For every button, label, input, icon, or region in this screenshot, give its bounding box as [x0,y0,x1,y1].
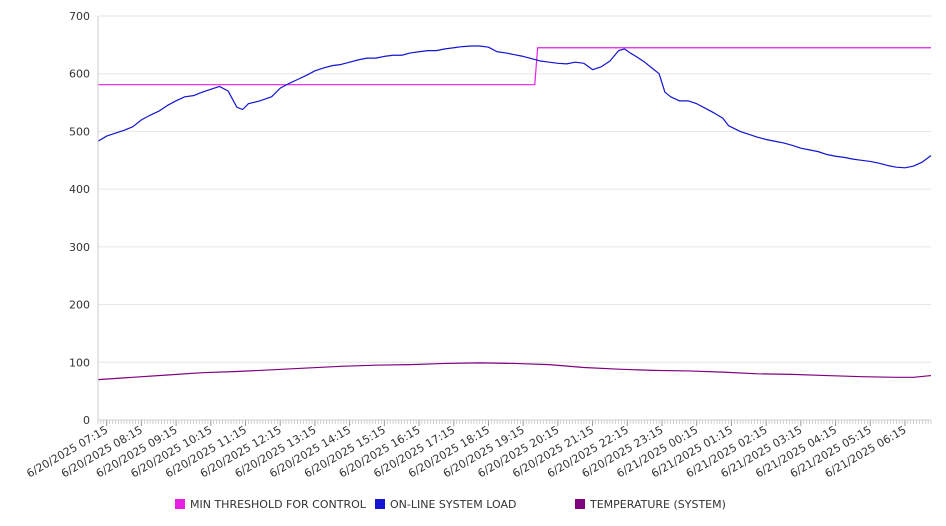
x-axis-ticks: 6/20/2025 07:156/20/2025 08:156/20/2025 … [24,420,932,480]
series-line-0 [98,47,931,86]
legend-label-min-threshold: MIN THRESHOLD FOR CONTROL [190,498,366,511]
y-tick-label-400: 400 [69,183,90,196]
y-tick-label-100: 100 [69,356,90,369]
gridlines [98,15,931,363]
series-line-2 [97,362,932,381]
legend: MIN THRESHOLD FOR CONTROL ON-LINE SYSTEM… [0,498,946,514]
legend-swatch-temperature [575,499,585,509]
y-axis-ticks: 0 100 200 300 400 500 600 700 [69,10,90,427]
y-tick-label-600: 600 [69,68,90,81]
series-line-1 [97,45,932,169]
legend-label-system-load: ON-LINE SYSTEM LOAD [390,498,517,511]
y-tick-label-300: 300 [69,241,90,254]
y-tick-label-200: 200 [69,299,90,312]
legend-swatch-min-threshold [175,499,185,509]
series-lines [97,45,932,381]
legend-swatch-system-load [375,499,385,509]
x-minor-ticks [97,420,932,424]
legend-item-system-load: ON-LINE SYSTEM LOAD [375,498,516,511]
axes [97,16,931,421]
y-tick-label-500: 500 [69,125,90,138]
y-tick-label-0: 0 [83,414,90,427]
legend-item-temperature: TEMPERATURE (SYSTEM) [575,498,726,511]
legend-label-temperature: TEMPERATURE (SYSTEM) [590,498,726,511]
legend-item-min-threshold: MIN THRESHOLD FOR CONTROL [175,498,366,511]
y-tick-label-700: 700 [69,10,90,23]
